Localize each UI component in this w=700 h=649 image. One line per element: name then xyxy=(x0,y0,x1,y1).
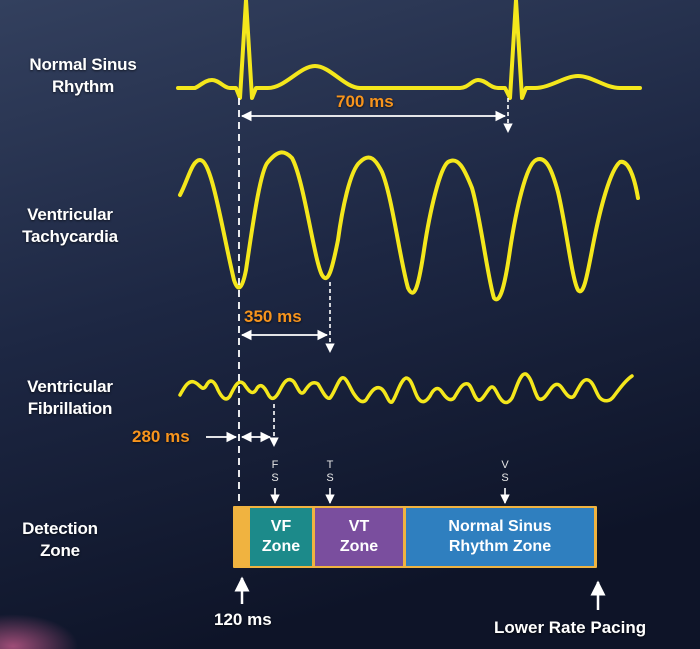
vt-label-line2: Tachycardia xyxy=(22,227,118,246)
vf-label: Ventricular Fibrillation xyxy=(0,376,140,420)
lower-rate-pacing-label: Lower Rate Pacing xyxy=(494,618,647,637)
ts-marker-letter1: T xyxy=(326,459,334,471)
fs-marker-letter2: S xyxy=(271,472,279,484)
fs-marker-letter1: F xyxy=(271,459,279,471)
vf-zone-line2: Zone xyxy=(261,538,301,555)
vf-label-line2: Fibrillation xyxy=(27,399,113,418)
vs-marker-letter2: S xyxy=(501,472,509,484)
vf-waveform xyxy=(178,372,634,405)
background-glow xyxy=(0,520,260,649)
vf-zone: VF Zone xyxy=(250,508,312,566)
nsr-interval-label: 700 ms xyxy=(336,92,394,111)
ts-marker-letter2: S xyxy=(326,472,334,484)
nsr-label-line2: Rhythm xyxy=(51,77,115,96)
vt-zone: VT Zone xyxy=(315,508,403,566)
nsr-zone-line2: Rhythm Zone xyxy=(448,538,552,555)
vt-interval-label: 350 ms xyxy=(244,307,302,326)
vt-label-line1: Ventricular xyxy=(27,205,113,224)
detection-zone-label: Detection Zone xyxy=(0,518,120,562)
nsr-zone-line1: Normal Sinus xyxy=(448,518,552,535)
vt-zone-line1: VT xyxy=(348,518,370,535)
vf-label-line1: Ventricular xyxy=(27,377,113,396)
nsr-label-line1: Normal Sinus xyxy=(29,55,137,74)
vt-zone-line2: Zone xyxy=(339,538,379,555)
nsr-label: Normal Sinus Rhythm xyxy=(8,54,158,98)
min-interval-label: 120 ms xyxy=(214,610,272,629)
vf-zone-line1: VF xyxy=(270,518,292,535)
nsr-zone: Normal Sinus Rhythm Zone xyxy=(406,508,594,566)
detection-zone-label-line1: Detection xyxy=(22,519,98,538)
vs-marker-letter1: V xyxy=(501,459,509,471)
ts-marker: T S xyxy=(324,459,336,485)
vt-label: Ventricular Tachycardia xyxy=(0,204,140,248)
detection-zone-label-line2: Zone xyxy=(40,541,80,560)
vt-waveform xyxy=(178,150,640,302)
nsr-waveform xyxy=(176,0,642,100)
fs-marker: F S xyxy=(269,459,281,485)
vs-marker: V S xyxy=(499,459,511,485)
vf-interval-label: 280 ms xyxy=(132,427,190,446)
